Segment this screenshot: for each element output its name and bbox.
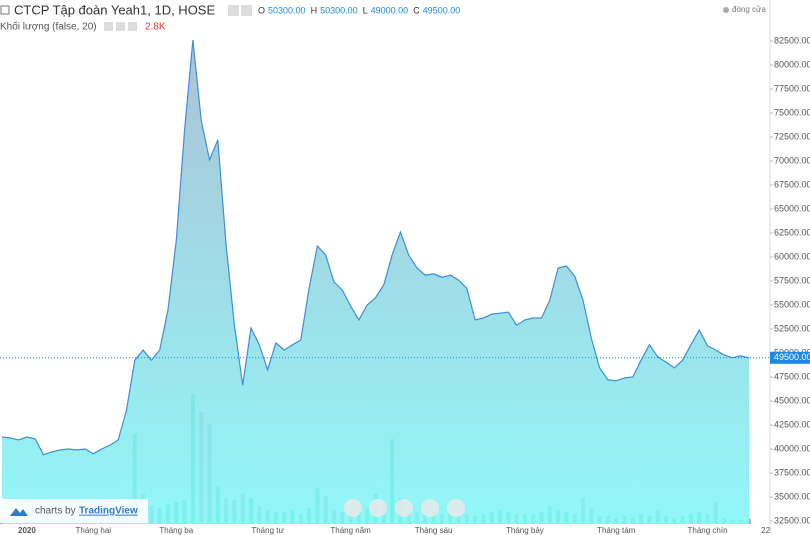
ohlc-key: H <box>311 5 318 15</box>
y-tick-label: 75000.00 <box>774 107 810 117</box>
x-tick-label: Tháng tám <box>597 526 636 535</box>
nav-button[interactable] <box>395 499 413 517</box>
last-price-box <box>770 351 810 364</box>
x-tick-label: Tháng sáu <box>415 526 453 535</box>
y-tick-label: 40000.00 <box>774 443 810 453</box>
nav-button[interactable] <box>421 499 439 517</box>
x-tick-label: Tháng tư <box>251 526 284 535</box>
branding-box <box>0 499 148 523</box>
ohlc-key: O <box>258 5 265 15</box>
collapse-icon[interactable] <box>0 5 10 15</box>
x-tick-label: Tháng ba <box>159 526 193 535</box>
icon[interactable] <box>104 22 113 31</box>
y-tick-label: 62500.00 <box>774 227 810 237</box>
volume-last: 2.8K <box>145 22 166 33</box>
y-tick-label: 45000.00 <box>774 395 810 405</box>
ohlc-key: C <box>413 5 420 15</box>
nav-button[interactable] <box>344 499 362 517</box>
y-tick-label: 77500.00 <box>774 83 810 93</box>
y-tick-label: 72500.00 <box>774 131 810 141</box>
volume-title: Khối lượng (false, 20) <box>0 21 97 33</box>
price-line <box>1 39 750 456</box>
ohlc-value: 50300.00 <box>268 5 306 15</box>
nav-buttons <box>344 499 465 517</box>
y-tick-label: 35000.00 <box>774 491 810 501</box>
x-tick-label: Tháng bảy <box>506 526 544 535</box>
icon[interactable] <box>228 5 239 16</box>
y-tick-label: 42500.00 <box>774 419 810 429</box>
title: CTCP Tập đoàn Yeah1, 1D, HOSE <box>14 2 215 17</box>
last-price-label: 49500.00 <box>774 352 810 362</box>
x-tick-label: Tháng chín <box>687 526 727 535</box>
brand-logo <box>10 508 28 516</box>
y-tick-label: 67500.00 <box>774 179 810 189</box>
y-tick-label: 37500.00 <box>774 467 810 477</box>
icon[interactable] <box>116 22 125 31</box>
x-tick-label: 2020 <box>18 526 36 535</box>
y-tick-label: 57500.00 <box>774 275 810 285</box>
y-tick-label: 47500.00 <box>774 371 810 381</box>
y-tick-label: 55000.00 <box>774 299 810 309</box>
status-dot <box>723 7 729 13</box>
icon[interactable] <box>128 22 137 31</box>
x-tick-label: Tháng hai <box>76 526 112 535</box>
y-tick-label: 82500.00 <box>774 35 810 45</box>
x-tick-label: 22 <box>761 526 770 535</box>
nav-button[interactable] <box>447 499 465 517</box>
ohlc-key: L <box>363 5 368 15</box>
area-fill <box>2 40 749 524</box>
brand-link[interactable]: TradingView <box>79 506 138 517</box>
ohlc-value: 49500.00 <box>423 5 461 15</box>
ohlc-value: 50300.00 <box>320 5 358 15</box>
brand-prefix: charts by <box>35 506 76 517</box>
nav-button[interactable] <box>369 499 387 517</box>
ohlc-value: 49000.00 <box>371 5 409 15</box>
icon[interactable] <box>241 5 252 16</box>
y-tick-label: 60000.00 <box>774 251 810 261</box>
status: đóng cửa <box>732 5 766 14</box>
y-tick-label: 32500.00 <box>774 515 810 525</box>
x-tick-label: Tháng năm <box>330 526 371 535</box>
y-tick-label: 52500.00 <box>774 323 810 333</box>
y-tick-label: 65000.00 <box>774 203 810 213</box>
y-tick-label: 80000.00 <box>774 59 810 69</box>
y-tick-label: 70000.00 <box>774 155 810 165</box>
